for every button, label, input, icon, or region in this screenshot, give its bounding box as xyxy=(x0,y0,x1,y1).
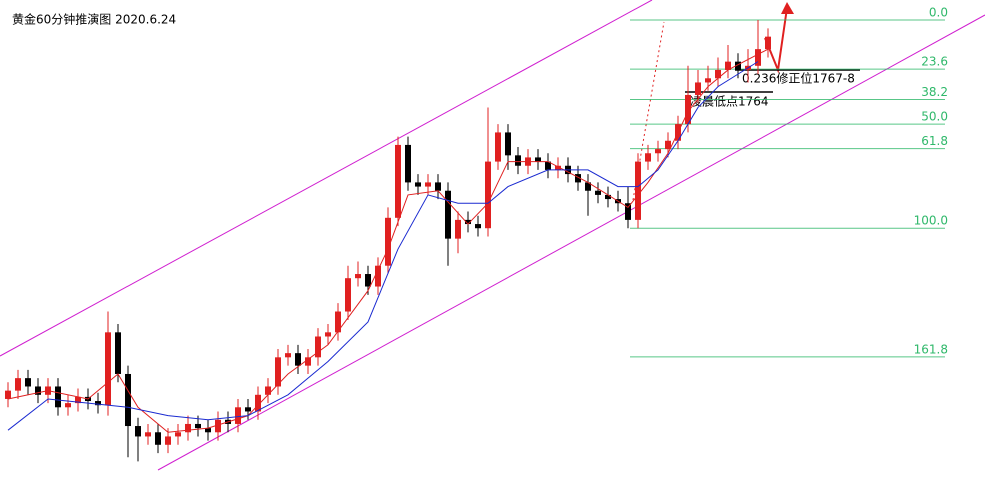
fib-label: 100.0 xyxy=(914,214,948,228)
candle-body xyxy=(495,132,501,162)
candle-body xyxy=(375,265,381,287)
moving-average xyxy=(7,61,759,431)
annotation: 凌晨低点1764 xyxy=(690,95,769,109)
fib-label: 23.6 xyxy=(921,55,948,69)
candle-body xyxy=(195,423,201,429)
candle-body xyxy=(445,190,451,239)
candle-body xyxy=(435,182,441,191)
candle-body xyxy=(245,407,251,412)
candle-body xyxy=(95,401,101,406)
candle-body xyxy=(315,336,321,358)
candle-body xyxy=(485,161,491,229)
fib-label: 0.0 xyxy=(929,5,948,19)
candle-body xyxy=(545,161,551,170)
fib-label: 38.2 xyxy=(921,85,948,99)
candle-body xyxy=(725,61,731,70)
candle-body xyxy=(235,407,241,424)
candle-body xyxy=(575,174,581,183)
candle-body xyxy=(105,332,111,406)
candle-body xyxy=(65,403,71,408)
candle-body xyxy=(425,182,431,187)
candle-body xyxy=(55,386,61,408)
candle-body xyxy=(715,69,721,79)
candle-body xyxy=(295,353,301,366)
fib-label: 61.8 xyxy=(921,134,948,148)
candle-body xyxy=(135,426,141,437)
candle-body xyxy=(395,144,401,218)
candle-body xyxy=(455,219,461,239)
moving-average xyxy=(7,48,769,433)
candle-body xyxy=(305,357,311,366)
candle-body xyxy=(365,274,371,287)
candle-body xyxy=(5,390,11,399)
candle-body xyxy=(35,386,41,395)
candle-body xyxy=(385,217,391,266)
candle-body xyxy=(625,203,631,220)
candle-body xyxy=(255,394,261,412)
fib-label: 50.0 xyxy=(921,110,948,124)
candle-body xyxy=(515,155,521,166)
candle-body xyxy=(275,357,281,387)
candle-body xyxy=(535,157,541,162)
candle-body xyxy=(175,432,181,437)
candle-body xyxy=(605,194,611,200)
candle-body xyxy=(115,332,121,374)
candle-body xyxy=(655,149,661,154)
candle-body xyxy=(345,278,351,312)
channel-upper xyxy=(0,0,653,357)
candle-body xyxy=(765,36,771,50)
candle-body xyxy=(755,49,761,66)
fib-label: 161.8 xyxy=(914,342,948,356)
candle-body xyxy=(405,144,411,183)
candle-body xyxy=(465,219,471,225)
chart-title: 黄金60分钟推演图 2020.6.24 xyxy=(12,12,176,27)
arrow-head xyxy=(781,2,794,14)
candle-body xyxy=(75,396,81,404)
candle-body xyxy=(635,161,641,220)
candle-body xyxy=(595,190,601,195)
candle-body xyxy=(285,353,291,358)
candle-body xyxy=(145,432,151,437)
candle-body xyxy=(325,332,331,337)
candle-body xyxy=(585,182,591,191)
annotation: 0.236修正位1767-8 xyxy=(742,71,855,86)
candle-body xyxy=(505,132,511,156)
candle-body xyxy=(415,182,421,187)
candle-body xyxy=(355,274,361,279)
candle-body xyxy=(705,78,711,83)
candle-body xyxy=(155,432,161,445)
candle-body xyxy=(185,423,191,433)
channel-lower xyxy=(157,14,985,471)
candle-body xyxy=(125,373,131,427)
candle-body xyxy=(665,140,671,150)
candle-body xyxy=(645,153,651,162)
candle-body xyxy=(25,378,31,387)
candle-body xyxy=(735,61,741,70)
candle-body xyxy=(335,311,341,333)
candle-body xyxy=(555,165,561,170)
candle-body xyxy=(205,428,211,433)
candle-body xyxy=(215,419,221,433)
candle-body xyxy=(165,436,171,445)
candle-body xyxy=(685,94,691,125)
candle-body xyxy=(475,224,481,229)
candle-body xyxy=(265,386,271,395)
candle-body xyxy=(695,82,701,95)
candle-body xyxy=(15,378,21,391)
